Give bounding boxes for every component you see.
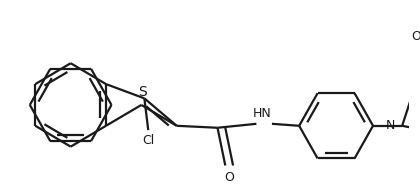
Text: Cl: Cl [142, 134, 155, 146]
Text: O: O [224, 171, 234, 184]
Text: HN: HN [253, 107, 272, 120]
Text: N: N [386, 119, 395, 132]
Text: O: O [411, 30, 420, 43]
Text: S: S [138, 85, 147, 99]
